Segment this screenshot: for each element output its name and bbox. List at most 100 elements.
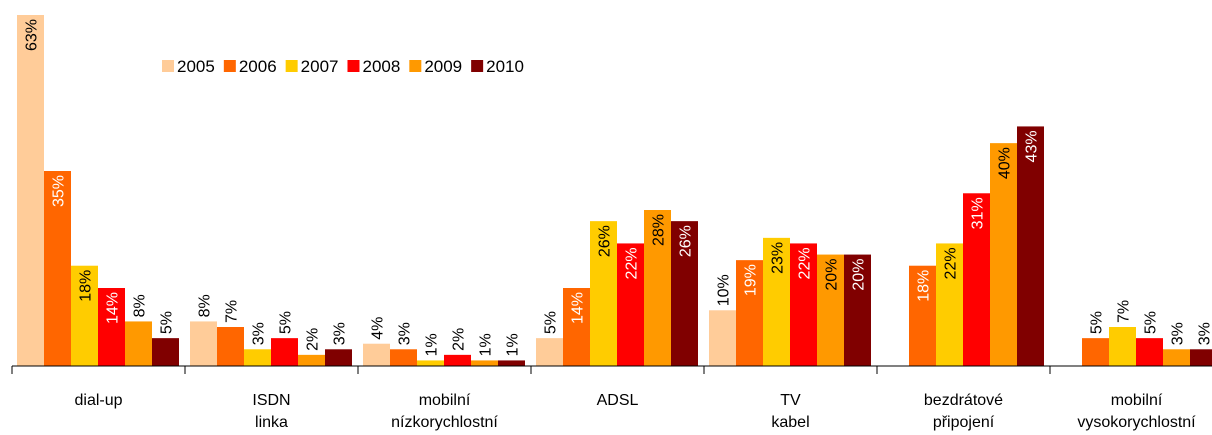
legend-label: 2005 bbox=[177, 57, 215, 76]
x-tick-label-line: ISDN bbox=[252, 392, 290, 409]
data-label: 20% bbox=[851, 259, 868, 291]
data-label: 31% bbox=[970, 197, 987, 229]
bar bbox=[844, 254, 871, 366]
legend-label: 2007 bbox=[301, 57, 339, 76]
data-label: 43% bbox=[1024, 130, 1041, 162]
bar bbox=[498, 360, 525, 366]
bar bbox=[190, 321, 217, 366]
bar bbox=[417, 360, 444, 366]
bar bbox=[444, 354, 471, 366]
x-tick-label-line: připojení bbox=[933, 414, 995, 431]
bar bbox=[17, 15, 44, 366]
data-label: 19% bbox=[743, 264, 760, 296]
x-tick-label-line: bezdrátové bbox=[924, 392, 1003, 409]
bar bbox=[1082, 338, 1109, 366]
data-label: 20% bbox=[824, 259, 841, 291]
data-label: 2% bbox=[451, 328, 468, 351]
data-label: 28% bbox=[651, 214, 668, 246]
x-tick-label: ADSL bbox=[597, 392, 639, 409]
legend-swatch bbox=[409, 60, 422, 72]
bar bbox=[709, 310, 736, 366]
data-label: 3% bbox=[332, 322, 349, 345]
bar bbox=[671, 221, 698, 366]
bar bbox=[909, 265, 936, 366]
bar bbox=[217, 327, 244, 366]
legend-label: 2010 bbox=[486, 57, 524, 76]
data-label: 5% bbox=[543, 311, 560, 334]
x-tick-label-line: mobilní bbox=[419, 392, 471, 409]
data-label: 35% bbox=[51, 175, 68, 207]
x-tick-label: dial-up bbox=[74, 392, 122, 409]
data-label: 3% bbox=[1170, 322, 1187, 345]
bar bbox=[1136, 338, 1163, 366]
bar bbox=[617, 243, 644, 366]
bar bbox=[471, 360, 498, 366]
data-label: 40% bbox=[997, 147, 1014, 179]
bar bbox=[325, 349, 352, 366]
bar bbox=[125, 321, 152, 366]
bar bbox=[98, 288, 125, 366]
bar bbox=[1163, 349, 1190, 366]
data-label: 22% bbox=[797, 247, 814, 279]
x-tick-label: bezdrátové připojení bbox=[924, 392, 1003, 431]
data-label: 23% bbox=[770, 242, 787, 274]
data-label: 63% bbox=[24, 19, 41, 51]
bar bbox=[390, 349, 417, 366]
data-label: 7% bbox=[1116, 300, 1133, 323]
x-tick-label: ISDN linka bbox=[252, 392, 290, 431]
x-tick-label-line: vysokorychlostní bbox=[1077, 414, 1196, 431]
bar bbox=[1109, 327, 1136, 366]
data-label: 18% bbox=[916, 270, 933, 302]
data-label: 18% bbox=[78, 270, 95, 302]
data-label: 7% bbox=[224, 300, 241, 323]
bar bbox=[298, 354, 325, 366]
bar bbox=[363, 343, 390, 366]
legend-swatch bbox=[285, 60, 298, 72]
data-label: 14% bbox=[570, 292, 587, 324]
data-label: 1% bbox=[478, 333, 495, 356]
data-label: 8% bbox=[132, 294, 149, 317]
data-label: 2% bbox=[305, 328, 322, 351]
data-label: 3% bbox=[1197, 322, 1212, 345]
x-tick-label: mobilní nízkorychlostní bbox=[391, 392, 498, 431]
bar bbox=[763, 237, 790, 366]
data-label: 3% bbox=[251, 322, 268, 345]
bar bbox=[590, 221, 617, 366]
bar bbox=[644, 210, 671, 366]
x-tick-label-line: TV bbox=[780, 392, 801, 409]
bar bbox=[990, 143, 1017, 366]
bar bbox=[736, 260, 763, 366]
x-tick-label-line: kabel bbox=[771, 414, 809, 431]
bar bbox=[1190, 349, 1212, 366]
data-label: 1% bbox=[424, 333, 441, 356]
legend-swatch bbox=[162, 60, 174, 72]
data-label: 10% bbox=[716, 274, 733, 306]
data-label: 3% bbox=[397, 322, 414, 345]
x-tick-label-line: mobilní bbox=[1111, 392, 1163, 409]
legend-label: 2009 bbox=[424, 57, 462, 76]
x-tick-label-line: nízkorychlostní bbox=[391, 414, 498, 431]
bar bbox=[271, 338, 298, 366]
x-tick-label: TV kabel bbox=[771, 392, 809, 431]
x-tick-label: mobilní vysokorychlostní bbox=[1077, 392, 1196, 431]
data-label: 5% bbox=[278, 311, 295, 334]
legend-swatch bbox=[347, 60, 360, 72]
legend-label: 2008 bbox=[362, 57, 400, 76]
bar bbox=[1017, 126, 1044, 366]
data-label: 5% bbox=[1089, 311, 1106, 334]
bar bbox=[817, 254, 844, 366]
bar bbox=[536, 338, 563, 366]
bar bbox=[936, 243, 963, 366]
data-label: 1% bbox=[505, 333, 522, 356]
bar bbox=[244, 349, 271, 366]
data-label: 5% bbox=[1143, 311, 1160, 334]
legend-swatch bbox=[223, 60, 236, 72]
legend-swatch bbox=[471, 60, 484, 72]
data-label: 8% bbox=[197, 294, 214, 317]
data-label: 5% bbox=[159, 311, 176, 334]
x-tick-label-line: linka bbox=[255, 414, 288, 431]
bar bbox=[563, 288, 590, 366]
legend-label: 2006 bbox=[239, 57, 277, 76]
data-label: 22% bbox=[943, 247, 960, 279]
